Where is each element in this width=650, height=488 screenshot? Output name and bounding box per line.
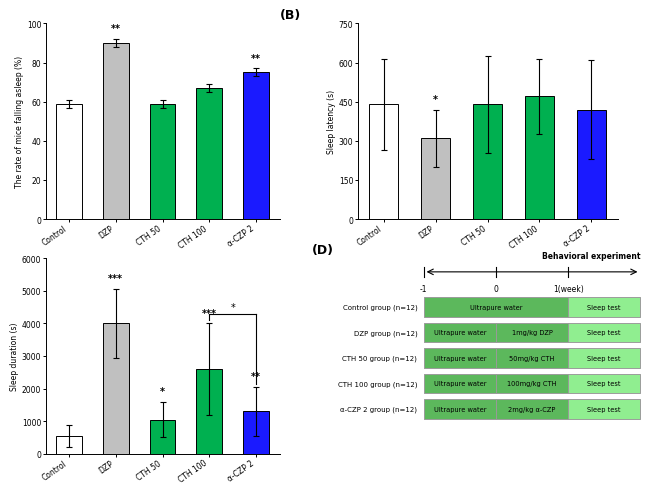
Bar xyxy=(424,399,496,419)
Bar xyxy=(496,323,568,343)
Text: 1(week): 1(week) xyxy=(552,284,584,293)
Text: Sleep test: Sleep test xyxy=(588,305,621,310)
Bar xyxy=(496,399,568,419)
Text: **: ** xyxy=(251,54,261,63)
Bar xyxy=(473,105,502,220)
Text: 100mg/kg CTH: 100mg/kg CTH xyxy=(507,381,557,386)
Bar xyxy=(568,348,640,368)
Text: Sleep test: Sleep test xyxy=(588,406,621,412)
Bar xyxy=(424,298,568,317)
Text: *: * xyxy=(160,386,165,397)
Bar xyxy=(424,298,568,317)
Text: Sleep test: Sleep test xyxy=(588,330,621,336)
Bar xyxy=(424,323,496,343)
Bar xyxy=(424,374,496,393)
Text: CTH 100 group (n=12): CTH 100 group (n=12) xyxy=(338,380,417,387)
Bar xyxy=(496,323,568,343)
Bar xyxy=(421,139,450,220)
Bar xyxy=(496,348,568,368)
Bar xyxy=(243,411,269,454)
Text: 0: 0 xyxy=(493,284,499,293)
Y-axis label: The rate of mice falling asleep (%): The rate of mice falling asleep (%) xyxy=(15,56,24,188)
Bar xyxy=(424,374,496,393)
Bar xyxy=(568,374,640,393)
Y-axis label: Sleep duration (s): Sleep duration (s) xyxy=(10,322,19,390)
Bar xyxy=(369,105,398,220)
Text: **: ** xyxy=(111,24,121,34)
Bar xyxy=(243,73,269,220)
Bar xyxy=(568,323,640,343)
Bar xyxy=(424,348,496,368)
Y-axis label: Sleep latency (s): Sleep latency (s) xyxy=(327,90,336,154)
Bar xyxy=(496,374,568,393)
Text: α-CZP 2 group (n=12): α-CZP 2 group (n=12) xyxy=(341,406,417,412)
Bar xyxy=(496,399,568,419)
Text: 2mg/kg α-CZP: 2mg/kg α-CZP xyxy=(508,406,556,412)
Bar xyxy=(56,436,82,454)
Text: Ultrapure water: Ultrapure water xyxy=(470,305,522,310)
Bar xyxy=(496,348,568,368)
Text: Sleep test: Sleep test xyxy=(588,355,621,361)
Bar xyxy=(56,104,82,220)
Bar xyxy=(150,420,176,454)
Text: Ultrapure water: Ultrapure water xyxy=(434,330,486,336)
Text: *: * xyxy=(230,302,235,312)
Bar xyxy=(424,348,496,368)
Text: CTH 50 group (n=12): CTH 50 group (n=12) xyxy=(343,355,417,362)
Bar xyxy=(196,369,222,454)
Bar xyxy=(496,374,568,393)
Text: Ultrapure water: Ultrapure water xyxy=(434,381,486,386)
Bar xyxy=(196,89,222,220)
Bar xyxy=(103,324,129,454)
Text: ***: *** xyxy=(109,274,124,284)
Bar xyxy=(150,104,176,220)
Text: 50mg/kg CTH: 50mg/kg CTH xyxy=(510,355,554,361)
Text: Behavioral experiment: Behavioral experiment xyxy=(542,252,640,261)
Bar xyxy=(568,323,640,343)
Bar xyxy=(577,110,606,220)
Text: Ultrapure water: Ultrapure water xyxy=(434,406,486,412)
Bar xyxy=(568,399,640,419)
Bar xyxy=(568,399,640,419)
Bar xyxy=(424,323,496,343)
Text: Control group (n=12): Control group (n=12) xyxy=(343,304,417,311)
Bar xyxy=(568,298,640,317)
Text: Ultrapure water: Ultrapure water xyxy=(434,355,486,361)
Text: ***: *** xyxy=(202,308,216,318)
Bar xyxy=(568,374,640,393)
Text: (B): (B) xyxy=(280,9,301,22)
Text: -1: -1 xyxy=(420,284,428,293)
Text: 1mg/kg DZP: 1mg/kg DZP xyxy=(512,330,552,336)
Text: (D): (D) xyxy=(312,243,334,256)
Bar xyxy=(568,298,640,317)
Text: *: * xyxy=(433,95,438,104)
Text: **: ** xyxy=(251,371,261,381)
Bar xyxy=(103,44,129,220)
Bar xyxy=(525,97,554,220)
Bar xyxy=(568,348,640,368)
Text: DZP group (n=12): DZP group (n=12) xyxy=(354,329,417,336)
Bar xyxy=(424,399,496,419)
Text: Sleep test: Sleep test xyxy=(588,381,621,386)
